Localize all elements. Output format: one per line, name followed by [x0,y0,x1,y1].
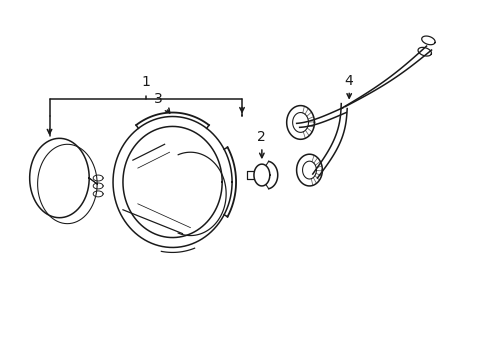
Text: 4: 4 [344,74,353,98]
Text: 3: 3 [154,91,169,113]
Text: 2: 2 [257,130,265,158]
Text: 1: 1 [141,75,150,89]
